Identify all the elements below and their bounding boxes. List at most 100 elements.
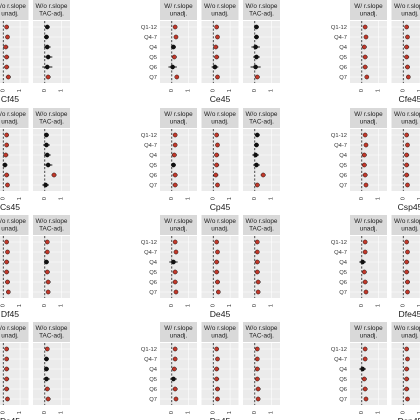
facet-strip-label: W/o r.slope — [36, 3, 68, 10]
point-estimate — [254, 163, 258, 167]
point-estimate — [365, 75, 369, 79]
point-estimate — [405, 270, 409, 274]
x-tick-label: 1 — [227, 411, 233, 414]
point-estimate — [173, 133, 177, 137]
y-tick-label: Q1-12 — [141, 133, 157, 139]
point-estimate — [174, 250, 178, 254]
forest-panel: W/o r.slopeunadj. 0 1 — [202, 322, 239, 414]
facet-strip-label: unadj. — [211, 226, 229, 233]
x-tick-label: 0 — [0, 304, 6, 307]
point-estimate — [173, 173, 177, 177]
point-estimate — [405, 45, 409, 49]
facet-strip-label: W/ r.slope — [164, 325, 193, 332]
point-estimate — [405, 35, 409, 39]
point-estimate — [255, 270, 259, 274]
panel-background — [350, 236, 387, 298]
point-estimate — [172, 55, 176, 59]
point-estimate — [5, 387, 9, 391]
panel-background — [202, 129, 239, 191]
x-tick-label: 1 — [59, 411, 65, 414]
y-tick-label: Q6 — [149, 387, 157, 393]
point-estimate — [255, 250, 259, 254]
forest-panel: W/ r.slopeunadj.0 1 — [160, 215, 197, 307]
point-estimate — [172, 367, 176, 371]
facet-strip-label: unadj. — [360, 333, 378, 340]
forest-figure: Q1-12Q4-7Q4Q5Q6Q7W/ r.slopeunadj.01W/o r… — [0, 322, 70, 420]
panel-background — [160, 343, 197, 405]
point-estimate — [364, 290, 368, 294]
x-tick-label: 0 — [252, 197, 258, 200]
point-estimate — [5, 377, 9, 381]
x-tick-label: 1 — [59, 304, 65, 307]
facet-strip-label: TAC-adj. — [39, 119, 64, 126]
point-estimate — [45, 153, 49, 157]
facet-strip-label: W/o r.slope — [36, 218, 68, 225]
point-estimate — [362, 377, 366, 381]
panel-background — [33, 21, 70, 83]
point-estimate — [362, 270, 366, 274]
facet-strip-label: W/o r.slope — [204, 218, 236, 225]
figure-title: Cfe45 — [399, 94, 420, 104]
x-tick-label: 1 — [186, 411, 192, 414]
x-tick-label: 0 — [210, 304, 216, 307]
point-estimate — [173, 387, 177, 391]
x-tick-label: 0 — [252, 89, 258, 92]
point-estimate — [361, 260, 365, 264]
y-tick-label: Q4 — [149, 153, 158, 159]
x-tick-label: 0 — [169, 411, 175, 414]
x-tick-label: 0 — [0, 411, 6, 414]
y-tick-label: Q1-12 — [331, 347, 347, 353]
point-estimate — [174, 397, 178, 401]
forest-panel: W/ r.slopeunadj.0 1 — [350, 215, 387, 307]
point-estimate — [362, 163, 366, 167]
point-estimate — [3, 163, 7, 167]
forest-figure: Q1-12Q4-7Q4Q5Q6Q7W/ r.slopeunadj.01W/o r… — [141, 0, 280, 104]
point-estimate — [215, 183, 219, 187]
point-estimate — [45, 45, 49, 49]
y-tick-label: Q4-7 — [334, 143, 347, 149]
point-estimate — [44, 357, 48, 361]
point-estimate — [215, 357, 219, 361]
panel-background — [392, 21, 420, 83]
forest-panel: W/ r.slopeunadj.0 1 — [350, 0, 387, 92]
point-estimate — [255, 240, 259, 244]
point-estimate — [45, 387, 49, 391]
panel-background — [243, 129, 280, 191]
point-estimate — [255, 347, 259, 351]
point-estimate — [363, 55, 367, 59]
point-estimate — [215, 250, 219, 254]
facet-strip-label: W/ r.slope — [354, 325, 383, 332]
figure-title: Dsp45 — [398, 416, 420, 420]
x-tick-label: 0 — [210, 89, 216, 92]
point-estimate — [46, 55, 50, 59]
panel-background — [243, 21, 280, 83]
figure-title: Cp45 — [210, 202, 231, 212]
x-tick-label: 0 — [252, 304, 258, 307]
y-tick-label: Q4-7 — [334, 35, 347, 41]
y-tick-label: Q6 — [149, 173, 157, 179]
x-tick-label: 1 — [376, 89, 382, 92]
point-estimate — [46, 280, 50, 284]
x-tick-label: 1 — [227, 197, 233, 200]
facet-strip-label: W/o r.slope — [246, 325, 278, 332]
point-estimate — [214, 173, 218, 177]
y-tick-label: Q7 — [339, 75, 347, 81]
point-estimate — [405, 387, 409, 391]
x-tick-label: 1 — [269, 411, 275, 414]
point-estimate — [173, 347, 177, 351]
forest-panel: W/o r.slopeunadj. 0 1 — [392, 215, 420, 307]
point-estimate — [215, 163, 219, 167]
point-estimate — [171, 377, 175, 381]
facet-strip-label: W/o r.slope — [204, 3, 236, 10]
point-estimate — [255, 75, 259, 79]
point-estimate — [215, 280, 219, 284]
x-tick-label: 0 — [400, 304, 406, 307]
panel-background — [160, 236, 197, 298]
point-estimate — [6, 290, 10, 294]
panel-background — [392, 129, 420, 191]
y-tick-label: Q4-7 — [144, 357, 157, 363]
x-tick-label: 0 — [42, 304, 48, 307]
point-estimate — [362, 153, 366, 157]
